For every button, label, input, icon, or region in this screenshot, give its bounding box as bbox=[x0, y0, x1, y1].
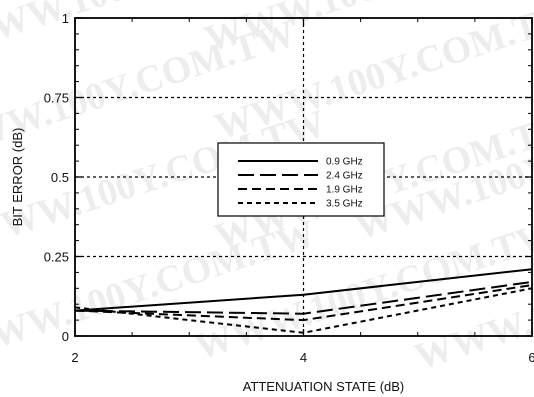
legend-label: 0.9 GHz bbox=[326, 157, 363, 168]
y-tick-label: 0 bbox=[62, 329, 69, 344]
y-axis-title: BIT ERROR (dB) bbox=[10, 128, 25, 227]
x-tick-label: 2 bbox=[71, 350, 78, 365]
series-line-0-9-ghz bbox=[74, 268, 533, 312]
series-line-1-9-ghz bbox=[74, 284, 533, 322]
legend-label: 1.9 GHz bbox=[326, 185, 363, 196]
x-tick-label: 6 bbox=[528, 350, 534, 365]
x-axis-title: ATTENUATION STATE (dB) bbox=[243, 379, 405, 394]
y-tick-label: 1 bbox=[62, 11, 69, 26]
y-tick-label: 0.25 bbox=[44, 250, 69, 265]
tick-marks bbox=[74, 17, 533, 337]
y-tick-label: 0.5 bbox=[51, 170, 69, 185]
legend-label: 2.4 GHz bbox=[326, 171, 363, 182]
tick-labels: 0 0.25 0.5 0.75 1 2 4 6 bbox=[44, 11, 534, 365]
legend: 0.9 GHz 2.4 GHz 1.9 GHz 3.5 GHz bbox=[217, 142, 385, 217]
legend-label: 3.5 GHz bbox=[326, 199, 363, 210]
x-tick-label: 4 bbox=[300, 350, 307, 365]
series-line-2-4-ghz bbox=[74, 280, 533, 315]
y-tick-label: 0.75 bbox=[44, 91, 69, 106]
